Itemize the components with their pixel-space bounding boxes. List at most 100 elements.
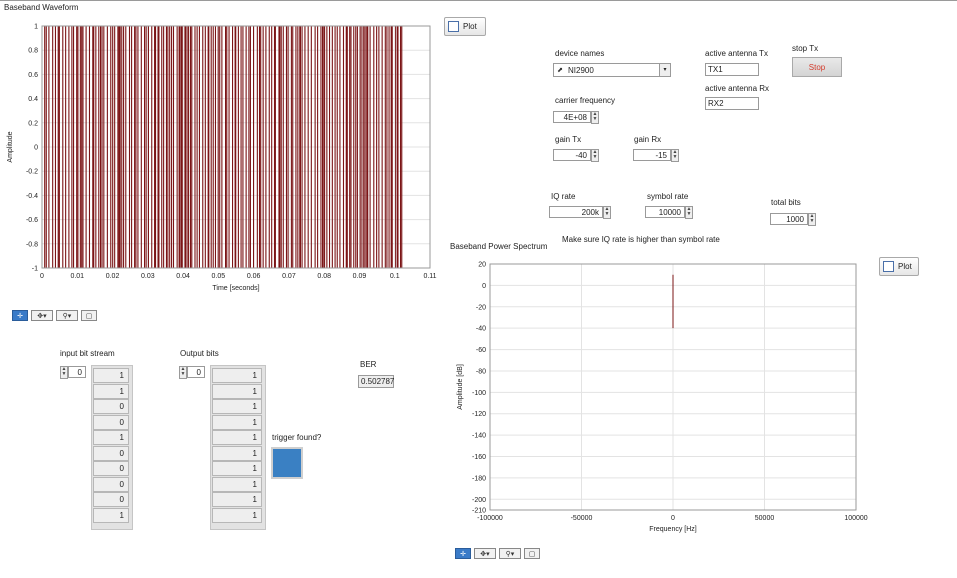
active-rx-field[interactable]: RX2 (705, 97, 759, 110)
array-cell[interactable]: 1 (212, 476, 262, 492)
array-cell[interactable]: 1 (212, 383, 262, 399)
gain-tx-input[interactable]: -40 (553, 149, 591, 161)
gain-tx-label: gain Tx (555, 135, 582, 144)
carrier-frequency-label: carrier frequency (555, 96, 616, 105)
spinner-icon[interactable]: ▲ ▼ (685, 205, 693, 219)
waveform-plot-legend-button[interactable]: Plot (444, 17, 486, 36)
y-axis-label: Amplitude (7, 131, 14, 162)
gain-tx-control[interactable]: -40 ▲ ▼ (553, 148, 599, 162)
array-cell[interactable]: 1 (212, 368, 262, 383)
device-pin-icon: ⬈ (557, 67, 563, 74)
x-tick-label: 0.07 (282, 273, 296, 280)
y-tick-label: 0.4 (28, 96, 38, 103)
spinner-icon[interactable]: ▲ ▼ (179, 365, 187, 379)
array-cell[interactable]: 1 (212, 399, 262, 414)
pan-tool-icon[interactable]: ✥▾ (31, 310, 53, 321)
total-bits-input[interactable]: 1000 (770, 213, 808, 225)
spinner-icon[interactable]: ▲ ▼ (591, 110, 599, 124)
carrier-frequency-input[interactable]: 4E+08 (553, 111, 591, 123)
array-cell[interactable]: 1 (93, 368, 129, 383)
y-tick-label: -140 (472, 433, 486, 440)
y-tick-label: -1 (32, 266, 38, 273)
array-cell[interactable]: 0 (93, 414, 129, 430)
iq-rate-input[interactable]: 200k (549, 206, 603, 218)
total-bits-label: total bits (771, 198, 801, 207)
y-tick-label: -180 (472, 475, 486, 482)
output-index-control[interactable]: ▲ ▼ 0 (179, 365, 205, 379)
input-index-control[interactable]: ▲ ▼ 0 (60, 365, 86, 379)
y-tick-label: -80 (476, 368, 486, 375)
x-tick-label: 0 (671, 515, 675, 522)
cursor-tool-icon[interactable]: ✛ (12, 310, 28, 321)
y-tick-label: 0.2 (28, 120, 38, 127)
x-tick-label: -100000 (477, 515, 503, 522)
x-tick-label: 0.03 (141, 273, 155, 280)
x-tick-label: 0.08 (317, 273, 331, 280)
pan-tool-icon[interactable]: ✥▾ (474, 548, 496, 559)
plot-label: Plot (463, 22, 477, 31)
output-bits-label: Output bits (180, 349, 219, 358)
iq-rate-control[interactable]: 200k ▲ ▼ (549, 205, 611, 219)
gain-rx-input[interactable]: -15 (633, 149, 671, 161)
waveform-title: Baseband Waveform (4, 3, 79, 12)
plot-label: Plot (898, 262, 912, 271)
array-cell[interactable]: 1 (212, 445, 262, 461)
total-bits-control[interactable]: 1000 ▲ ▼ (770, 212, 816, 226)
autoscale-tool-icon[interactable]: ▢ (524, 548, 540, 559)
zoom-tool-icon[interactable]: ⚲▾ (499, 548, 521, 559)
spinner-icon[interactable]: ▲ ▼ (808, 212, 816, 226)
array-cell[interactable]: 1 (93, 507, 129, 523)
symbol-rate-control[interactable]: 10000 ▲ ▼ (645, 205, 693, 219)
x-tick-label: 0.02 (106, 273, 120, 280)
plot-line-icon (448, 21, 459, 32)
array-cell[interactable]: 1 (212, 492, 262, 507)
input-bit-stream-label: input bit stream (60, 349, 115, 358)
active-tx-field[interactable]: TX1 (705, 63, 759, 76)
zoom-tool-icon[interactable]: ⚲▾ (56, 310, 78, 321)
ber-value: 0.502787 (358, 375, 394, 388)
chevron-down-icon[interactable]: ▾ (659, 64, 670, 76)
input-index-input[interactable]: 0 (68, 366, 86, 378)
array-cell[interactable]: 0 (93, 476, 129, 492)
array-cell[interactable]: 1 (212, 507, 262, 523)
symbol-rate-input[interactable]: 10000 (645, 206, 685, 218)
stop-tx-button[interactable]: Stop (792, 57, 842, 77)
array-cell[interactable]: 1 (93, 430, 129, 445)
y-tick-label: 0 (482, 283, 486, 290)
spectrum-plot-legend-button[interactable]: Plot (879, 257, 919, 276)
array-cell[interactable]: 1 (212, 461, 262, 476)
spinner-icon[interactable]: ▲ ▼ (603, 205, 611, 219)
y-tick-label: 0 (34, 145, 38, 152)
y-tick-label: -0.4 (26, 193, 38, 200)
array-cell[interactable]: 0 (93, 461, 129, 476)
iq-rate-note: Make sure IQ rate is higher than symbol … (562, 235, 720, 244)
autoscale-tool-icon[interactable]: ▢ (81, 310, 97, 321)
y-tick-label: -100 (472, 390, 486, 397)
array-cell[interactable]: 0 (93, 492, 129, 507)
x-tick-label: -50000 (571, 515, 593, 522)
x-tick-label: 0.1 (390, 273, 400, 280)
array-cell[interactable]: 1 (93, 383, 129, 399)
array-cell[interactable]: 1 (212, 414, 262, 430)
x-tick-label: 0.01 (70, 273, 84, 280)
waveform-graph[interactable]: 0 0.01 0.02 0.03 0.04 0.05 0.06 0.07 0.08 0.09 0.1… (0, 12, 440, 302)
y-tick-label: 20 (478, 262, 486, 269)
output-index-input[interactable]: 0 (187, 366, 205, 378)
array-cell[interactable]: 0 (93, 445, 129, 461)
device-names-select[interactable]: ⬈ NI2900 ▾ (553, 63, 671, 77)
x-tick-label: 0.06 (247, 273, 261, 280)
spinner-icon[interactable]: ▲ ▼ (60, 365, 68, 379)
gain-rx-label: gain Rx (634, 135, 662, 144)
waveform-trace (42, 25, 403, 269)
carrier-frequency-control[interactable]: 4E+08 ▲ ▼ (553, 110, 599, 124)
array-cell[interactable]: 1 (212, 430, 262, 445)
spinner-icon[interactable]: ▲ ▼ (591, 148, 599, 162)
gain-rx-control[interactable]: -15 ▲ ▼ (633, 148, 679, 162)
array-cell[interactable]: 0 (93, 399, 129, 414)
spectrum-graph[interactable]: -100000 -50000 0 50000 100000 20 0 -20 -40 -60 -80… (444, 252, 876, 546)
spinner-icon[interactable]: ▲ ▼ (671, 148, 679, 162)
cursor-tool-icon[interactable]: ✛ (455, 548, 471, 559)
y-tick-label: -0.2 (26, 169, 38, 176)
